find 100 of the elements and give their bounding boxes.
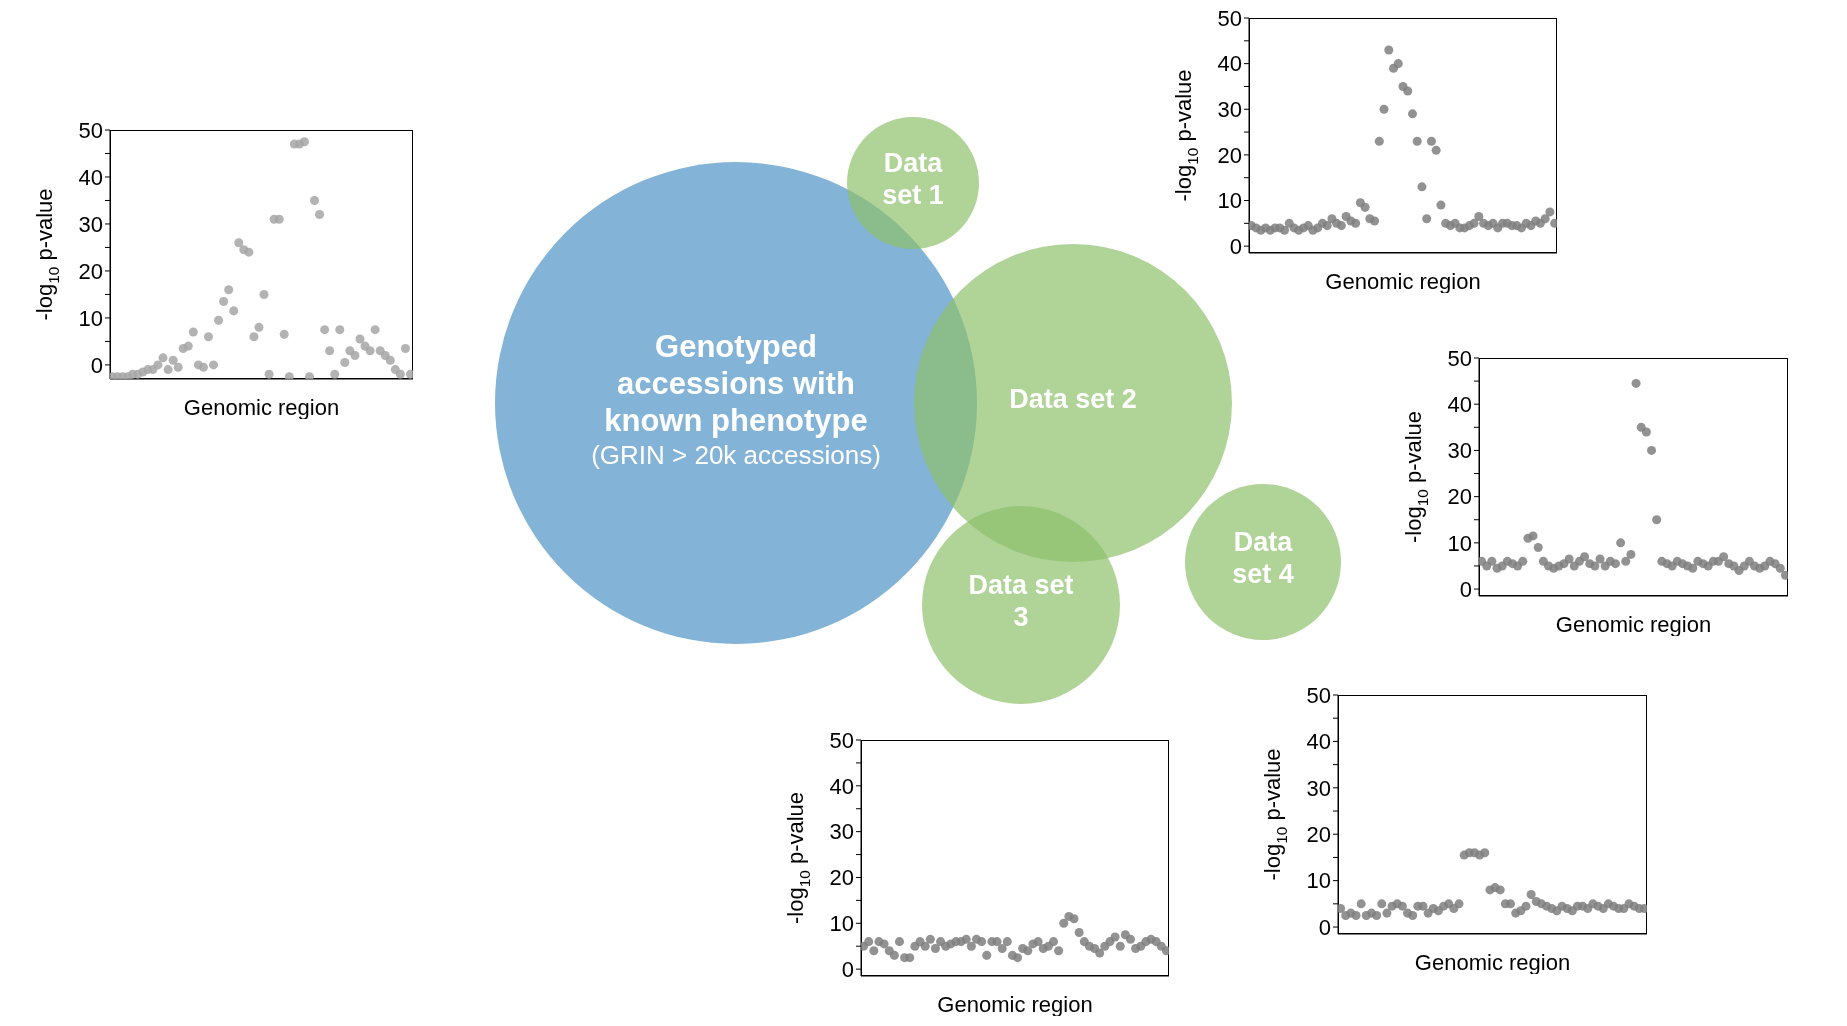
point: [1480, 848, 1490, 858]
y-tick-label: 40: [78, 164, 103, 190]
point: [997, 944, 1007, 954]
point: [168, 355, 178, 365]
point: [1610, 559, 1620, 569]
point: [264, 369, 274, 379]
y-tick-label: 30: [829, 819, 854, 845]
point: [1002, 937, 1012, 947]
y-tick-label: 40: [1306, 729, 1331, 755]
x-axis-title: Genomic region: [1325, 269, 1481, 294]
y-tick-label: 30: [1306, 775, 1331, 801]
point: [1397, 901, 1407, 911]
point: [925, 934, 935, 944]
point: [405, 369, 413, 379]
point: [325, 346, 335, 356]
text: Data set 3: [967, 569, 1075, 634]
point: [1074, 927, 1084, 937]
y-tick-label: 10: [829, 911, 854, 937]
point: [1408, 910, 1418, 920]
y-tick-label: 10: [1447, 530, 1472, 556]
point: [869, 946, 879, 956]
point: [158, 353, 168, 363]
point: [284, 372, 294, 379]
y-tick-label: 0: [1318, 914, 1331, 940]
y-tick-label: 10: [78, 305, 103, 331]
y-tick-label: 0: [1229, 233, 1242, 259]
point: [1775, 563, 1785, 573]
point: [1595, 554, 1605, 564]
point: [395, 369, 405, 379]
point: [370, 325, 380, 335]
text: Data set 4: [1231, 526, 1295, 591]
point: [1631, 378, 1641, 388]
point: [259, 289, 269, 299]
y-tick-label: 50: [829, 727, 854, 753]
point: [1356, 899, 1366, 909]
point: [992, 937, 1002, 947]
x-axis-title: Genomic region: [1414, 950, 1571, 975]
point: [1115, 941, 1125, 951]
point: [299, 137, 309, 147]
point: [1506, 899, 1516, 909]
point: [1639, 903, 1647, 913]
y-tick-label: 20: [1306, 822, 1331, 848]
point: [1533, 542, 1543, 552]
text: Data set 1: [881, 147, 945, 212]
point: [183, 341, 193, 351]
point: [1338, 903, 1346, 913]
y-tick-label: 30: [1447, 438, 1472, 464]
point: [1780, 570, 1788, 580]
point: [920, 941, 930, 951]
point: [1110, 932, 1120, 942]
point: [1528, 531, 1538, 541]
point: [310, 195, 320, 205]
y-tick-label: 50: [78, 117, 103, 143]
point: [1526, 890, 1536, 900]
y-tick-label: 20: [78, 258, 103, 284]
point: [229, 306, 239, 316]
text: (GRIN > 20k accessions): [590, 439, 882, 471]
point: [335, 325, 345, 335]
point: [894, 937, 905, 947]
point: [244, 247, 254, 257]
point: [1518, 556, 1528, 566]
y-tick-label: 50: [1306, 682, 1331, 708]
point: [219, 296, 229, 306]
point: [966, 941, 976, 951]
point: [1564, 554, 1574, 564]
point: [879, 939, 889, 949]
point: [1719, 552, 1729, 562]
y-tick-label: 20: [1447, 484, 1472, 510]
y-tick-label: 20: [829, 865, 854, 891]
point: [340, 358, 350, 368]
point: [1048, 937, 1059, 947]
text: Genotyped accessions with known phenotype: [603, 328, 869, 440]
point: [1161, 946, 1169, 956]
point: [163, 365, 173, 375]
point: [224, 285, 234, 295]
point: [350, 351, 360, 361]
point: [864, 937, 874, 947]
point: [203, 332, 213, 342]
point: [1621, 556, 1631, 566]
point: [1521, 901, 1531, 911]
point: [1013, 953, 1023, 963]
point: [365, 346, 375, 356]
point: [1377, 899, 1387, 909]
point: [153, 360, 163, 370]
point: [1495, 885, 1505, 895]
point: [1069, 914, 1079, 924]
point: [961, 934, 971, 944]
point: [982, 950, 992, 960]
point: [1054, 946, 1064, 956]
point: [1688, 563, 1698, 573]
y-tick-label: 0: [841, 956, 854, 982]
point: [279, 329, 289, 339]
point: [274, 214, 284, 224]
point: [173, 362, 183, 372]
y-tick-label: 30: [78, 211, 103, 237]
point: [209, 360, 219, 370]
point: [315, 210, 325, 220]
point: [320, 325, 330, 335]
y-tick-label: 40: [1447, 392, 1472, 418]
point: [1652, 515, 1662, 525]
